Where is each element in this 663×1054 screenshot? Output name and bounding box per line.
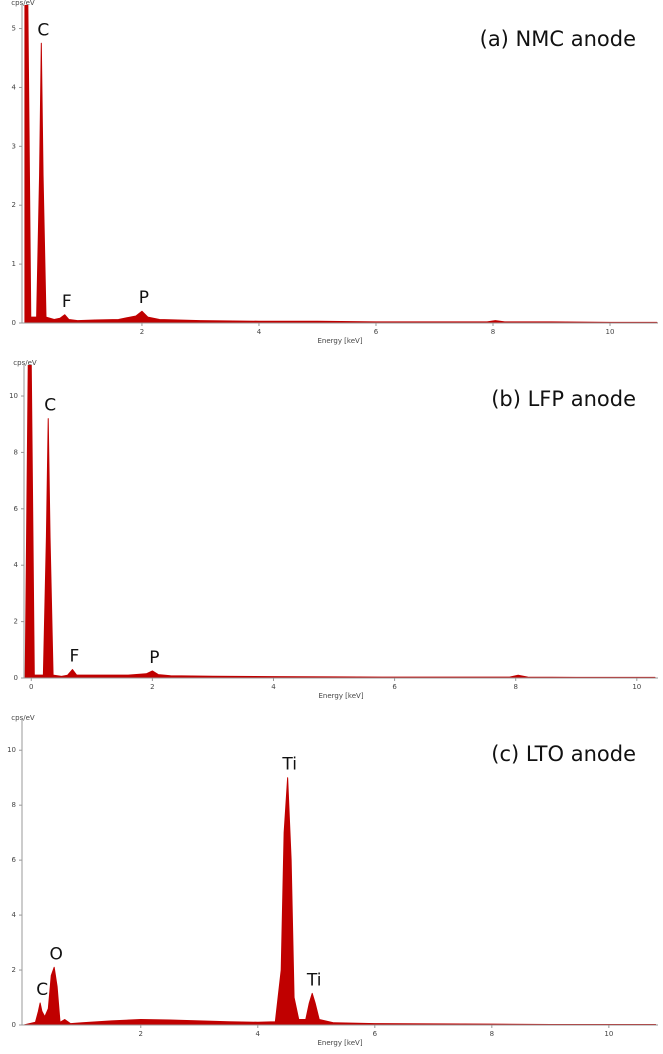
x-tick-label: 8 — [491, 328, 495, 336]
x-tick-label: 4 — [257, 328, 262, 336]
y-tick-label: 2 — [14, 618, 18, 626]
y-tick-label: 8 — [12, 801, 16, 809]
y-tick-label: 2 — [12, 201, 16, 209]
y-tick-label: 6 — [12, 856, 17, 864]
y-tick-label: 8 — [14, 448, 18, 456]
x-tick-label: 0 — [29, 683, 33, 691]
y-tick-label: 0 — [12, 1021, 16, 1029]
plot-area — [24, 365, 656, 678]
y-tick-label: 4 — [14, 561, 19, 569]
y-tick-label: 1 — [12, 260, 16, 268]
panel-title: (a) NMC anode — [480, 27, 636, 51]
x-tick-label: 4 — [271, 683, 276, 691]
x-tick-label: 2 — [140, 328, 144, 336]
spectrum — [23, 777, 657, 1025]
peak-label: C — [36, 980, 48, 1000]
x-tick-label: 10 — [632, 683, 641, 691]
y-tick-label: 10 — [9, 392, 18, 400]
y-tick-label: 2 — [12, 966, 16, 974]
x-axis-label: Energy [keV] — [318, 692, 363, 700]
x-tick-label: 10 — [606, 328, 615, 336]
x-tick-label: 2 — [139, 1030, 143, 1038]
panel: 0 2 4 6 8 10 2 4 6 8 10 cps/eV Energy [keV] (c) LTO a… — [7, 714, 658, 1047]
peak-label: C — [37, 20, 49, 40]
peak-label: Ti — [306, 970, 322, 990]
plot-area — [23, 777, 657, 1025]
x-tick-label: 2 — [150, 683, 154, 691]
x-axis-label: Energy [keV] — [317, 337, 362, 345]
peak-label: P — [139, 288, 149, 308]
spectrum — [24, 5, 658, 323]
panel-title: (c) LTO anode — [491, 742, 636, 766]
y-tick-label: 0 — [14, 674, 18, 682]
spectrum — [24, 365, 656, 678]
peak-label: O — [49, 944, 62, 964]
panel: 0 1 2 3 4 5 2 4 6 8 10 cps/eV Energy [keV] (a) NMC an… — [11, 0, 658, 345]
y-tick-label: 10 — [7, 746, 16, 754]
x-tick-label: 8 — [513, 683, 517, 691]
panel: 0 2 4 6 8 10 0 2 4 6 8 10 cps/eV Energy [keV] (b) LFP … — [9, 359, 658, 700]
y-tick-label: 3 — [12, 142, 16, 150]
x-tick-label: 10 — [604, 1030, 613, 1038]
y-tick-label: 0 — [12, 319, 16, 327]
y-axis-label: cps/eV — [13, 359, 37, 367]
x-tick-label: 6 — [373, 1030, 378, 1038]
y-tick-label: 4 — [12, 83, 17, 91]
peak-label: Ti — [281, 755, 297, 775]
x-tick-label: 8 — [490, 1030, 494, 1038]
x-tick-label: 4 — [256, 1030, 261, 1038]
peak-label: P — [149, 648, 159, 668]
y-tick-label: 4 — [12, 911, 17, 919]
peak-label: F — [62, 292, 72, 312]
y-tick-label: 5 — [12, 25, 16, 33]
panel-title: (b) LFP anode — [491, 387, 636, 411]
peak-label: F — [70, 647, 80, 667]
plot-area — [24, 5, 658, 323]
x-tick-label: 6 — [374, 328, 379, 336]
y-axis-label: cps/eV — [11, 714, 35, 722]
y-tick-label: 6 — [14, 505, 19, 513]
x-tick-label: 6 — [392, 683, 397, 691]
y-axis-label: cps/eV — [11, 0, 35, 7]
x-axis-label: Energy [keV] — [317, 1039, 362, 1047]
peak-label: C — [44, 396, 56, 416]
